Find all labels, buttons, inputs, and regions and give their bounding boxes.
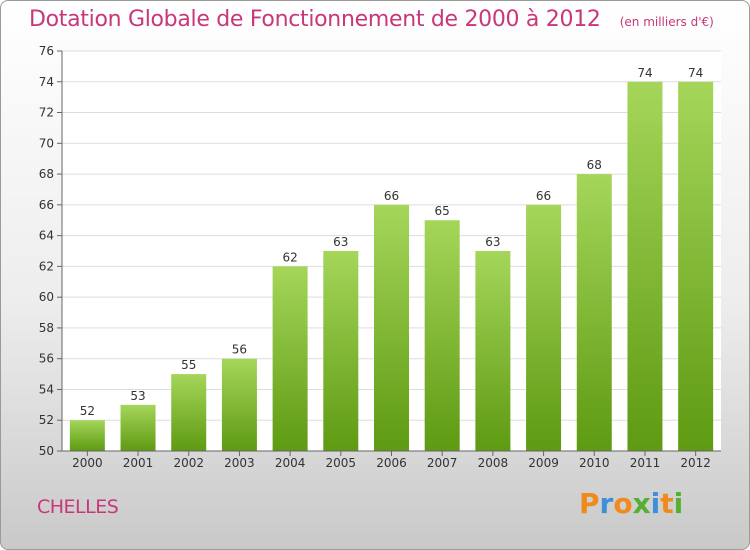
logo-letter: x [632,487,651,520]
chart-title: Dotation Globale de Fonctionnement de 20… [29,7,601,32]
y-tick-label: 56 [39,352,54,366]
logo-letter: P [579,487,600,520]
y-tick-label: 62 [39,259,54,273]
x-tick-label: 2003 [224,456,255,470]
bar-value-label: 62 [282,250,297,264]
y-tick-label: 58 [39,321,54,335]
y-tick-label: 74 [39,75,54,89]
bar-value-label: 55 [181,358,196,372]
bar-value-label: 66 [536,189,551,203]
bar [627,81,663,452]
bar [272,266,308,451]
proxiti-logo: Proxiti [579,487,683,520]
x-tick-label: 2011 [630,456,661,470]
x-tick-label: 2012 [680,456,711,470]
city-name: CHELLES [37,496,119,518]
bar [120,404,156,451]
title-row: Dotation Globale de Fonctionnement de 20… [29,7,714,32]
bar [69,420,105,451]
chart-unit-label: (en milliers d'€) [619,15,714,29]
y-tick-label: 72 [39,106,54,120]
bar-value-label: 52 [80,404,95,418]
bar-value-label: 74 [688,66,703,80]
bar [678,81,714,452]
y-tick-label: 60 [39,290,54,304]
y-tick-label: 76 [39,44,54,58]
bar-value-label: 74 [637,66,652,80]
x-tick-label: 2008 [478,456,509,470]
x-tick-label: 2006 [376,456,407,470]
logo-letter: i [673,487,684,520]
bar-value-label: 65 [435,204,450,218]
logo-letter: o [613,487,633,520]
y-tick-label: 68 [39,167,54,181]
bar [323,251,359,451]
bar-value-label: 56 [232,343,247,357]
y-tick-label: 54 [39,382,54,396]
logo-letter: r [599,487,614,520]
bar-value-label: 66 [384,189,399,203]
bar [526,204,562,451]
bar [424,220,460,451]
x-tick-label: 2009 [528,456,559,470]
x-tick-label: 2000 [72,456,103,470]
x-tick-label: 2002 [173,456,204,470]
y-tick-label: 64 [39,229,54,243]
x-tick-label: 2005 [326,456,357,470]
y-tick-label: 52 [39,413,54,427]
y-tick-label: 66 [39,198,54,212]
bar [576,174,612,452]
bar-value-label: 68 [587,158,602,172]
x-tick-label: 2007 [427,456,458,470]
bar-value-label: 53 [130,389,145,403]
x-tick-label: 2010 [579,456,610,470]
x-tick-label: 2001 [123,456,154,470]
bar [171,374,207,451]
logo-letter: t [660,487,674,520]
logo-letter: i [650,487,661,520]
bar-value-label: 63 [485,235,500,249]
bar [374,204,409,451]
y-tick-label: 70 [39,136,54,150]
bar [475,251,511,451]
x-tick-label: 2004 [275,456,306,470]
bar [221,358,257,451]
y-tick-label: 50 [39,444,54,458]
bar-value-label: 63 [333,235,348,249]
